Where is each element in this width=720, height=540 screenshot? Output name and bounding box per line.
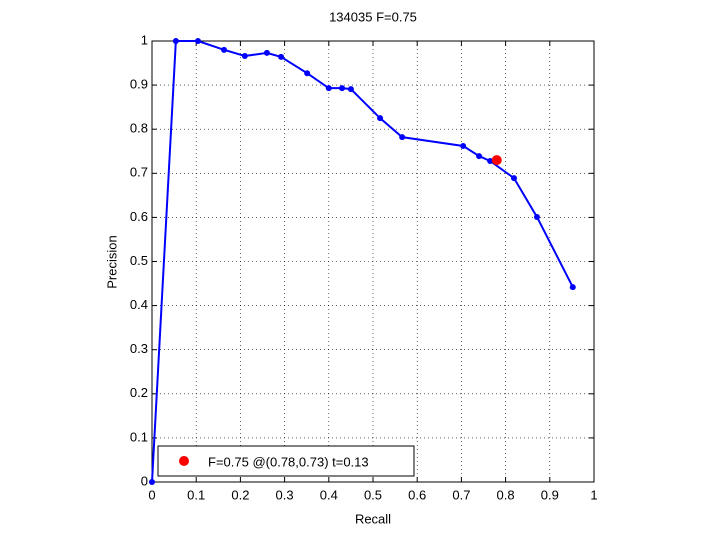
plot-frame [151, 40, 595, 483]
point [569, 284, 576, 291]
y-tick-label: 0.1 [130, 429, 148, 444]
point [304, 70, 311, 77]
x-tick-label: 0.2 [231, 487, 249, 502]
y-tick-label: 0.7 [130, 165, 148, 180]
point [263, 49, 270, 56]
point [325, 85, 332, 92]
x-tick-label: 0 [148, 487, 155, 502]
point [278, 53, 285, 60]
x-tick-label: 0.6 [408, 487, 426, 502]
point [221, 46, 228, 53]
x-tick-label: 0.1 [187, 487, 205, 502]
x-tick-label: 0.8 [497, 487, 515, 502]
y-tick-label: 0.9 [130, 77, 148, 92]
y-axis-label: Precision [104, 235, 119, 288]
point [347, 86, 354, 93]
point [533, 213, 540, 220]
point [487, 157, 494, 164]
point [476, 153, 483, 160]
y-tick-label: 0.6 [130, 209, 148, 224]
point [149, 479, 155, 485]
legend-label: F=0.75 @(0.78,0.73) t=0.13 [208, 454, 369, 469]
highlight-point [491, 155, 502, 166]
x-tick-label: 1 [590, 487, 597, 502]
x-tick-label: 0.3 [276, 487, 294, 502]
point [377, 115, 384, 122]
x-tick-label: 0.5 [364, 487, 382, 502]
legend-box [157, 445, 415, 477]
point [194, 38, 201, 44]
chart-title: 134035 F=0.75 [329, 9, 417, 24]
x-tick-label: 0.4 [320, 487, 338, 502]
y-tick-label: 0.2 [130, 385, 148, 400]
y-tick-label: 0.5 [130, 253, 148, 268]
point [241, 52, 248, 59]
point [399, 134, 406, 141]
point [460, 142, 467, 149]
x-tick-label: 0.7 [452, 487, 470, 502]
y-tick-label: 1 [141, 32, 148, 47]
y-tick-label: 0 [141, 473, 148, 488]
x-tick-label: 0.9 [541, 487, 559, 502]
point [172, 38, 179, 44]
y-tick-label: 0.4 [130, 297, 148, 312]
y-tick-label: 0.3 [130, 341, 148, 356]
legend-marker [179, 456, 189, 466]
y-tick-label: 0.8 [130, 121, 148, 136]
point [339, 85, 346, 92]
x-axis-label: Recall [355, 511, 391, 526]
point [510, 175, 517, 182]
